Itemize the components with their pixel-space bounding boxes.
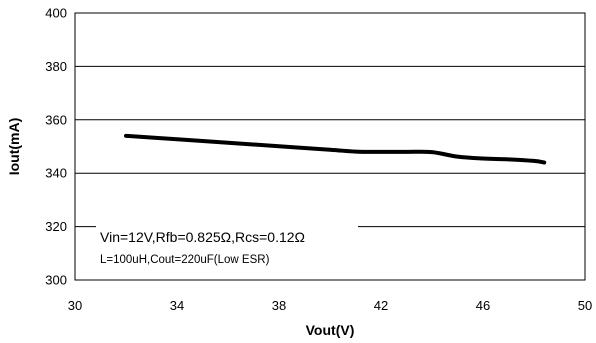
y-axis-title: Iout(mA)	[6, 118, 22, 176]
x-tick-label: 42	[374, 298, 388, 313]
x-tick-label: 46	[476, 298, 490, 313]
y-tick-label: 400	[45, 6, 67, 21]
x-tick-labels: 30 34 38 42 46 50	[68, 298, 592, 313]
x-tick-label: 50	[578, 298, 592, 313]
plot-area-frame	[74, 12, 586, 281]
y-tick-label: 320	[45, 219, 67, 234]
y-tick-label: 380	[45, 59, 67, 74]
x-tick-label: 34	[170, 298, 184, 313]
y-tick-label: 300	[45, 273, 67, 288]
x-tick-label: 30	[68, 298, 82, 313]
annotation-conditions-1: Vin=12V,Rfb=0.825Ω,Rcs=0.12Ω	[100, 229, 305, 245]
series-line	[124, 133, 547, 165]
y-tick-label: 340	[45, 166, 67, 181]
y-tick-labels: 300 320 340 360 380 400	[45, 6, 67, 288]
annotation-box	[96, 222, 358, 272]
annotation-conditions-2: L=100uH,Cout=220uF(Low ESR)	[100, 254, 270, 266]
y-tick-label: 360	[45, 112, 67, 127]
x-axis-title: Vout(V)	[306, 322, 355, 338]
x-tick-label: 38	[272, 298, 286, 313]
